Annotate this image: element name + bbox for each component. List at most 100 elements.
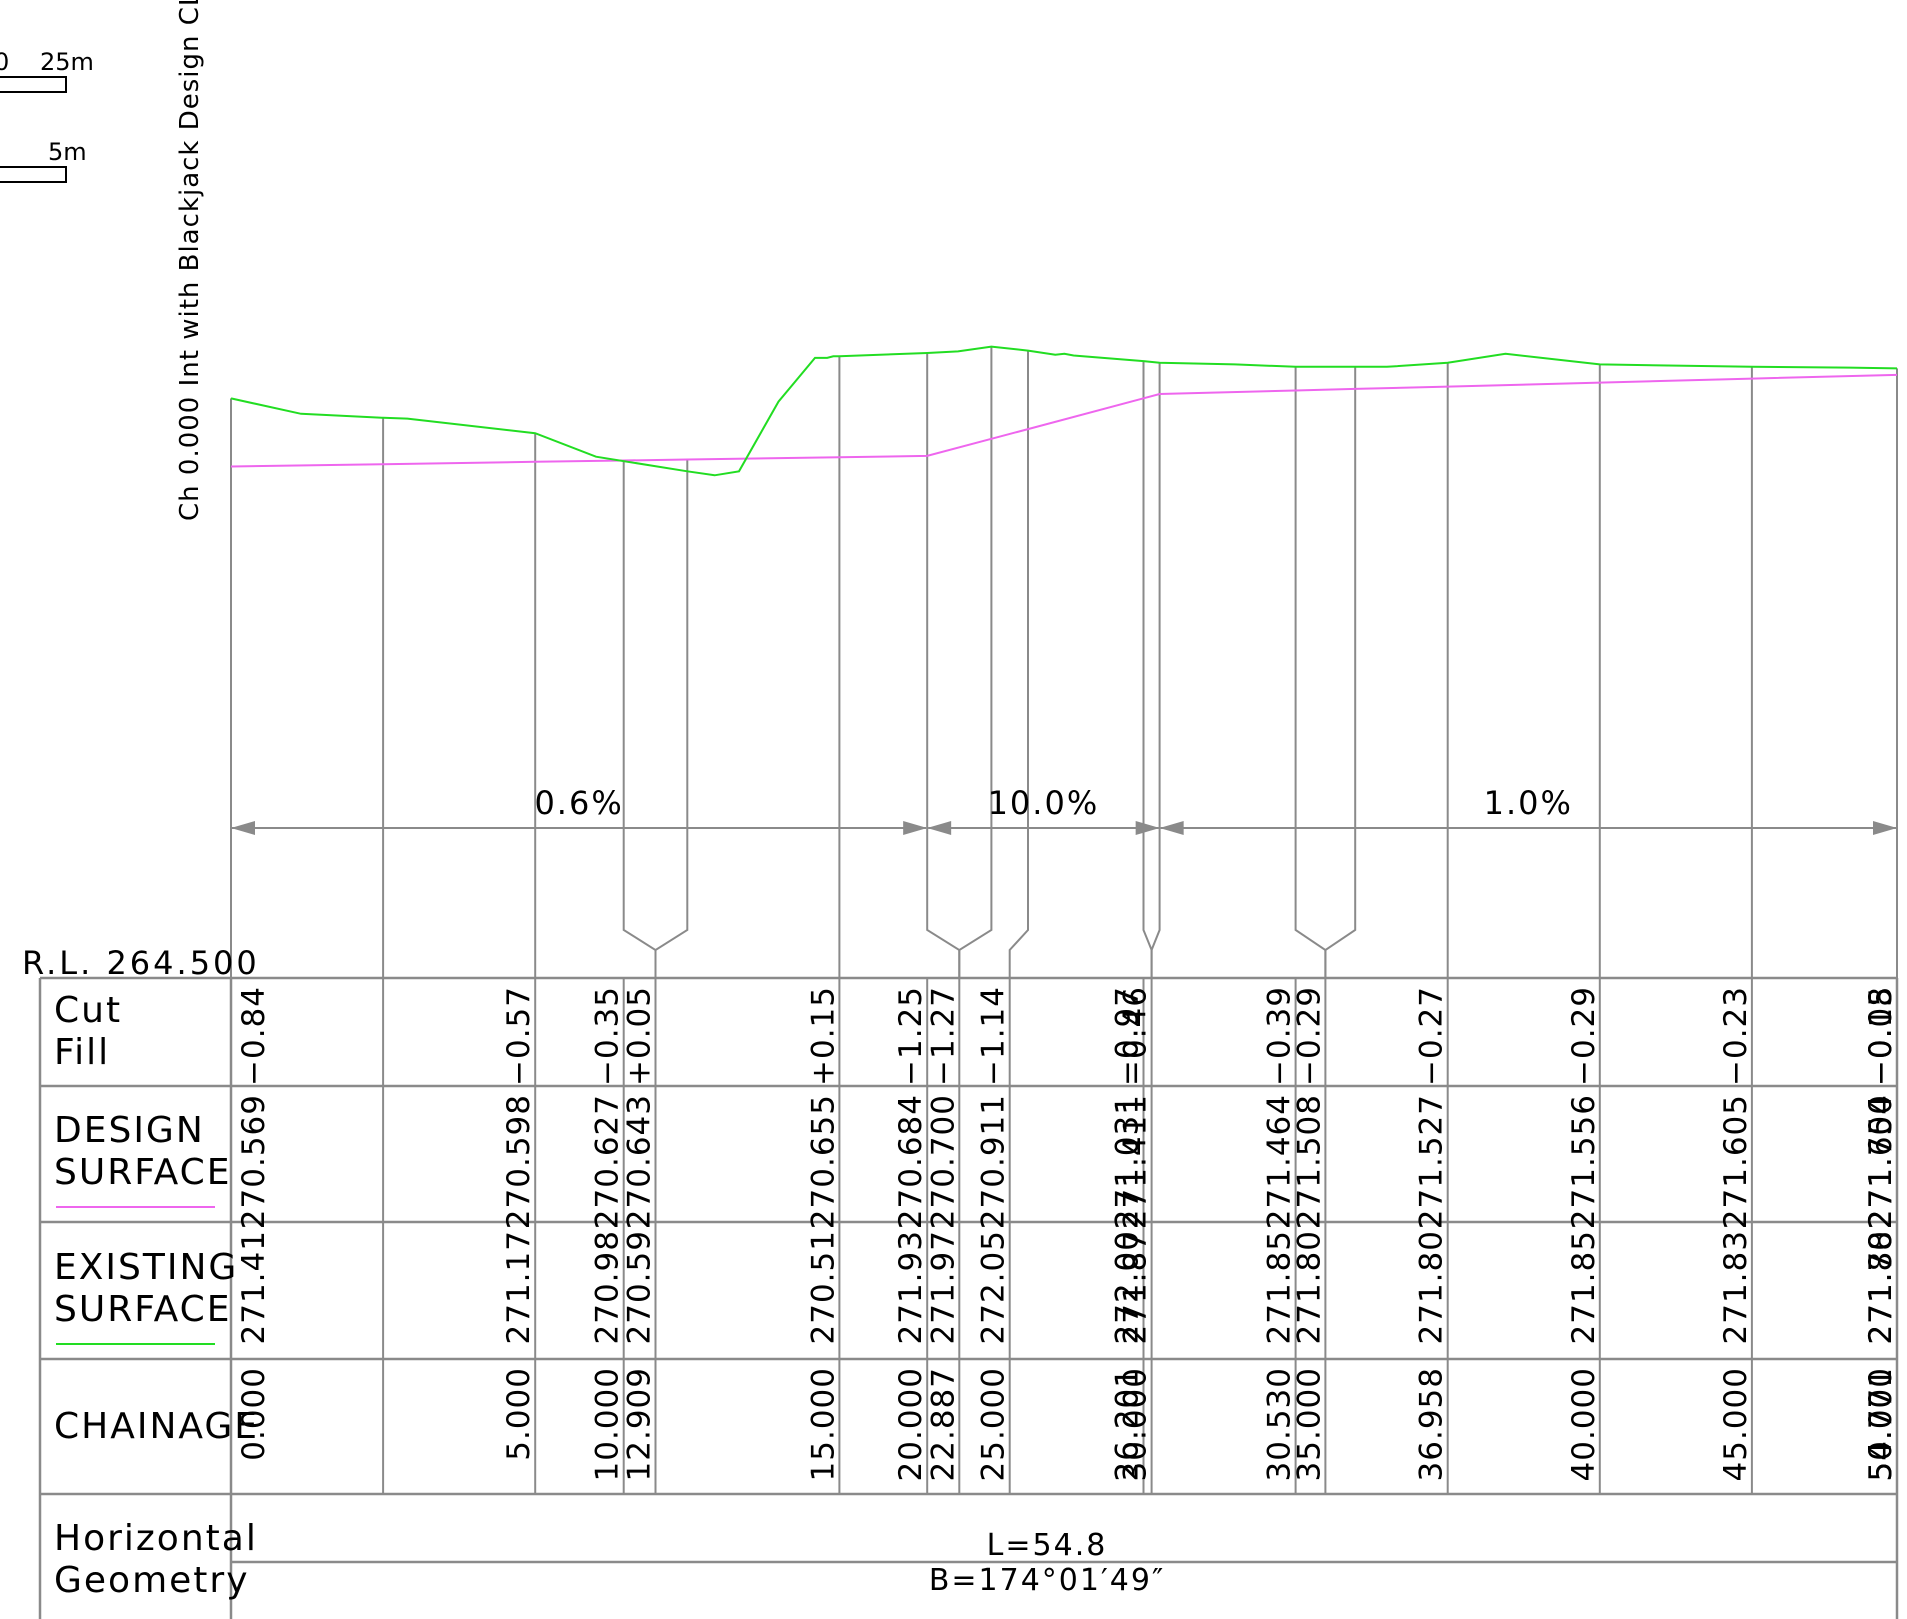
station-line (1008, 350, 1029, 978)
design-surface-value: 271.508 (1291, 1094, 1327, 1229)
design-surface-value: 271.411 (1118, 1094, 1154, 1229)
chainage-value: 22.887 (925, 1367, 961, 1481)
existing-surface-value: 271.78 (1863, 1230, 1899, 1344)
design-surface-line (230, 373, 1898, 468)
cutfill-label-cut: Cut (54, 990, 122, 1031)
horizontal-geometry-label-2: Geometry (54, 1560, 250, 1601)
design-surface-value: 270.569 (236, 1094, 272, 1229)
chart-title: Ch 0.000 Int with Blackjack Design CL (175, 0, 205, 521)
scale-bar-vertical-label: 5m (48, 138, 87, 166)
cutfill-value: −0.29 (1566, 986, 1602, 1086)
chainage-value: 45.000 (1718, 1367, 1754, 1481)
station-line (1294, 366, 1327, 978)
chainage-value: 54.771 (1863, 1367, 1899, 1481)
grade-arrow-start (927, 821, 952, 835)
horizontal-geometry-bearing: B=174°01′49″ (929, 1563, 1165, 1598)
chainage-value: 36.958 (1414, 1367, 1450, 1481)
existing-surface-value: 271.80 (1414, 1230, 1450, 1344)
chainage-value: 26.201 (1110, 1367, 1146, 1481)
cutfill-label-fill: Fill (54, 1032, 110, 1073)
existing-surface-value: 271.93 (893, 1230, 929, 1344)
existing-surface-value: 270.51 (805, 1230, 841, 1344)
station-line (958, 346, 993, 978)
chainage-value: 35.000 (1291, 1367, 1327, 1481)
existing-surface-value: 272.05 (976, 1230, 1012, 1344)
scale-bar-horizontal-label: 25m (40, 48, 94, 76)
station-line (926, 353, 961, 978)
existing-surface-value: 270.59 (622, 1230, 658, 1344)
grade-arrow-end (1873, 821, 1897, 835)
design-surface-value: 270.655 (805, 1094, 841, 1229)
cutfill-value: −0.97 (1110, 986, 1146, 1086)
design-surface-value: 270.598 (501, 1094, 537, 1229)
existing-surface-value: 271.83 (1718, 1230, 1754, 1344)
station-line (622, 460, 657, 978)
scale-bar-horizontal (0, 76, 67, 93)
scale-bar-zero-label: 0 (0, 48, 9, 76)
grade-arrow-end (903, 821, 928, 835)
design-surface-value: 271.556 (1566, 1094, 1602, 1229)
row-labels: Cut Fill DESIGN SURFACE EXISTING SURFACE… (54, 990, 259, 1601)
cutfill-value: −0.46 (1118, 986, 1154, 1086)
station-line (1142, 361, 1153, 978)
design-surface-value: 270.911 (976, 1094, 1012, 1229)
existing-surface-value: 271.80 (1291, 1230, 1327, 1344)
chainage-value: 15.000 (805, 1367, 841, 1481)
existing-surface-value: 271.85 (1262, 1230, 1298, 1344)
design-surface-value: 270.700 (925, 1094, 961, 1229)
chainage-value: 20.000 (893, 1367, 929, 1481)
chainage-label: CHAINAGE (54, 1406, 259, 1447)
grade-arrow-start (1159, 821, 1184, 835)
cutfill-value: +0.05 (622, 986, 658, 1086)
cutfill-value: −0.84 (236, 986, 272, 1086)
station-line (1150, 362, 1161, 978)
table-column-dividers (382, 978, 1898, 1494)
design-surface-value: 270.627 (590, 1094, 626, 1229)
existing-surface-line (230, 345, 1898, 477)
station-line (654, 459, 689, 978)
cutfill-value: −0.15 (1863, 986, 1899, 1086)
existing-surface-label-1: EXISTING (54, 1247, 238, 1288)
horizontal-geometry-label-1: Horizontal (54, 1518, 258, 1559)
design-surface-value: 270.643 (622, 1094, 658, 1229)
design-surface-value: 271.700 (1863, 1094, 1899, 1229)
cutfill-value: −1.27 (925, 986, 961, 1086)
grade-label: 1.0% (1484, 784, 1573, 822)
grade-arrow-start (231, 821, 255, 835)
cutfill-value: −0.39 (1262, 986, 1298, 1086)
scale-bar-vertical (0, 166, 67, 183)
cutfill-value: −0.35 (590, 986, 626, 1086)
existing-surface-value: 271.87 (1118, 1230, 1154, 1344)
existing-surface-value: 271.17 (501, 1230, 537, 1344)
existing-surface-value: 271.85 (1566, 1230, 1602, 1344)
grade-label: 0.6% (534, 784, 623, 822)
design-surface-label-2: SURFACE (54, 1152, 232, 1193)
existing-surface-value: 270.98 (590, 1230, 626, 1344)
cutfill-value: −0.27 (1414, 986, 1450, 1086)
chainage-value: 50.000 (1863, 1367, 1899, 1481)
existing-surface-label-2: SURFACE (54, 1289, 232, 1330)
station-lines (230, 346, 1898, 978)
design-surface-label-1: DESIGN (54, 1110, 205, 1151)
chainage-value: 0.000 (236, 1367, 272, 1461)
grade-arrow-end (1135, 821, 1160, 835)
scale-bar: 0 25m 5m (0, 48, 94, 183)
chainage-value: 10.000 (590, 1367, 626, 1481)
design-surface-value: 270.684 (893, 1094, 929, 1229)
existing-surface-value: 271.41 (236, 1230, 272, 1344)
grade-label: 10.0% (988, 784, 1100, 822)
chainage-value: 40.000 (1566, 1367, 1602, 1481)
grade-dimensions: 0.6% 10.0% 1.0% (231, 784, 1897, 835)
data-table (38, 976, 1899, 1619)
cutfill-value: −1.25 (893, 986, 929, 1086)
design-surface-value: 271.605 (1718, 1094, 1754, 1229)
design-surface-value: 271.031 (1110, 1094, 1146, 1229)
existing-surface-value: 271.80 (1863, 1230, 1899, 1344)
design-surface-value: 271.464 (1262, 1094, 1298, 1229)
chainage-value: 30.530 (1262, 1367, 1298, 1481)
existing-surface-value: 271.97 (925, 1230, 961, 1344)
datum-label: R.L. 264.500 (22, 944, 260, 982)
chainage-value: 25.000 (976, 1367, 1012, 1481)
cutfill-value: −1.14 (976, 986, 1012, 1086)
